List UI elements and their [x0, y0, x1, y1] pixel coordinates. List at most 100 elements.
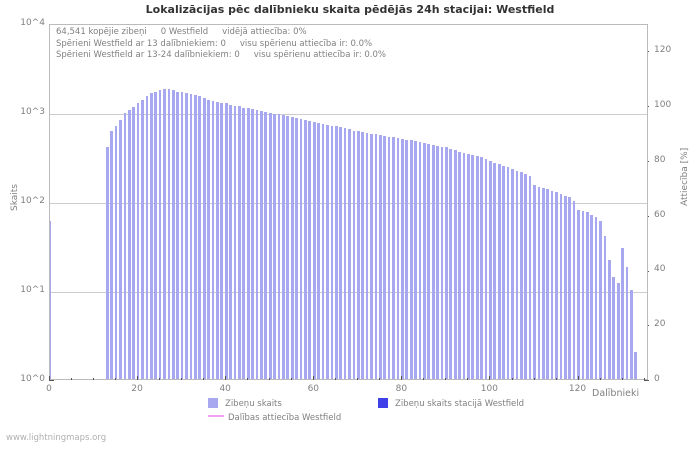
x-axis-minor-tick	[643, 378, 645, 380]
bar	[224, 103, 228, 379]
bar	[445, 147, 448, 379]
bar	[423, 142, 426, 379]
x-axis-title: Dalībnieki	[592, 388, 640, 399]
bar	[163, 88, 166, 379]
annotation-total-strokes: 64,541 kopējie zibeņi	[56, 27, 147, 37]
annotation-line-3: Spērieni Westfield ar 13-24 dalībniekiem…	[56, 50, 536, 62]
legend-item[interactable]: Zibeņu skaits	[208, 398, 282, 409]
bar	[365, 133, 369, 379]
bar	[502, 165, 505, 379]
bar	[171, 90, 175, 379]
bar	[251, 109, 254, 379]
bar	[189, 93, 193, 379]
bar	[572, 201, 576, 379]
y-axis-right-tick-label: 120	[654, 45, 672, 56]
bar	[418, 142, 422, 379]
legend-item[interactable]: Zibeņu skaits stacijā Westfield	[378, 398, 524, 409]
x-axis-minor-tick	[357, 378, 359, 380]
bar	[489, 161, 492, 379]
bar	[577, 209, 580, 379]
bar	[105, 147, 109, 379]
bar	[321, 123, 325, 379]
bar	[255, 110, 259, 379]
bar	[563, 195, 567, 379]
bar	[440, 146, 444, 379]
legend-item-label: Zibeņu skaits stacijā Westfield	[395, 399, 525, 409]
bar	[352, 130, 356, 379]
bar	[334, 126, 338, 379]
x-axis-minor-tick	[445, 378, 447, 380]
y-axis-right-tick-label: 0	[654, 374, 660, 384]
bar	[308, 120, 312, 379]
bar	[167, 89, 171, 379]
bar	[585, 212, 589, 379]
x-axis-tick-label: 60	[307, 384, 320, 394]
x-axis-minor-tick	[291, 378, 293, 380]
bar	[220, 102, 224, 379]
bar	[132, 106, 136, 379]
bar	[229, 105, 232, 379]
legend-color-swatch	[378, 398, 388, 408]
x-axis-tick	[49, 376, 50, 380]
bar	[568, 197, 572, 379]
bar	[127, 110, 131, 379]
x-axis-minor-tick	[467, 378, 469, 380]
bar	[290, 116, 294, 379]
legend-item[interactable]: Dalības attiecība Westfield	[208, 413, 341, 423]
y-axis-right-tick-label: 20	[654, 319, 666, 330]
x-axis-minor-tick	[379, 378, 381, 380]
x-axis-minor-tick	[71, 378, 72, 380]
bar	[149, 93, 153, 379]
x-axis-minor-tick	[555, 378, 557, 380]
x-axis-tick	[137, 376, 139, 380]
bar	[541, 188, 545, 379]
annotation-strokes-13: Spērieni Westfield ar 13 dalībniekiem: 0	[56, 38, 226, 49]
bar	[326, 124, 329, 379]
annotation-line-2: Spērieni Westfield ar 13 dalībniekiem: 0…	[56, 39, 536, 51]
bar	[392, 137, 395, 379]
bar	[282, 115, 285, 379]
bar	[378, 135, 382, 379]
x-axis-minor-tick	[533, 378, 535, 380]
legend-item-label: Dalības attiecība Westfield	[228, 413, 342, 423]
bar	[339, 126, 343, 379]
bar	[559, 194, 563, 379]
bar	[317, 122, 321, 379]
bar	[493, 162, 497, 379]
bar	[607, 259, 611, 379]
bar	[216, 101, 219, 379]
x-axis-tick-label: 40	[219, 384, 231, 394]
x-axis-minor-tick	[203, 378, 205, 380]
bar	[550, 190, 554, 379]
bar	[277, 114, 281, 379]
bar	[471, 154, 475, 379]
bar	[484, 158, 488, 379]
legend-color-swatch	[208, 398, 218, 408]
annotation-block: 64,541 kopējie zibeņi 0 Westfield vidējā a…	[56, 27, 536, 62]
bar	[497, 164, 501, 379]
y-axis-right-tick-label: 100	[654, 100, 672, 111]
bar	[145, 96, 149, 379]
bar	[176, 91, 180, 379]
x-axis-tick	[225, 376, 227, 380]
y-axis-left-tick-label: 10^2	[20, 196, 45, 206]
x-axis-tick	[313, 376, 315, 380]
y-axis-left-tick-label: 10^0	[20, 374, 45, 384]
bar	[431, 144, 435, 379]
bar	[630, 290, 633, 379]
bar	[409, 140, 413, 379]
bar	[141, 100, 144, 379]
bar	[449, 149, 453, 379]
y-axis-right-tick-label: 80	[654, 154, 666, 165]
x-axis-minor-tick	[181, 378, 183, 380]
bar	[616, 283, 620, 379]
bar	[312, 121, 316, 379]
bar	[537, 186, 541, 379]
bar	[519, 172, 523, 379]
bar	[475, 156, 479, 379]
x-axis-minor-tick	[269, 378, 271, 380]
y-axis-right-title: Attiecība [%]	[680, 147, 690, 206]
bar	[50, 220, 52, 379]
annotation-strokes-13-24-ratio: visu spērienu attiecība ir: 0.0%	[253, 50, 386, 60]
